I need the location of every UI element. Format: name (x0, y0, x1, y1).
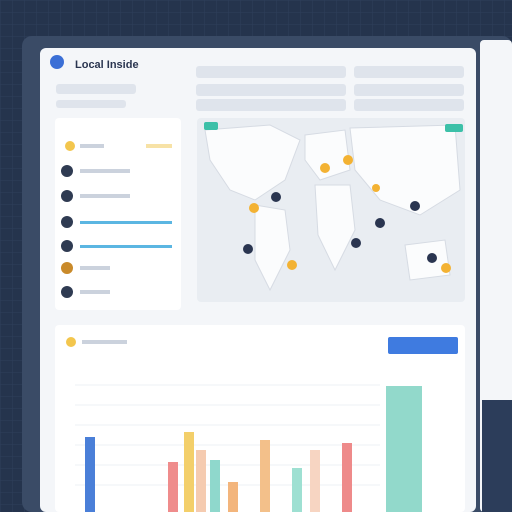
toolbar (56, 66, 464, 111)
chart-button[interactable] (388, 337, 458, 354)
side-window (480, 40, 512, 512)
bar (184, 432, 194, 512)
bars (85, 386, 422, 512)
bar (260, 440, 270, 512)
chart-icon (66, 337, 76, 347)
bar (342, 443, 352, 512)
list-panel (55, 118, 181, 310)
bar (386, 386, 422, 512)
bar (210, 460, 220, 512)
bar (310, 450, 320, 512)
bar (292, 468, 302, 512)
bar (168, 462, 178, 512)
chart-grid (75, 384, 380, 486)
chart-heading (82, 340, 127, 344)
map-land (204, 124, 461, 292)
bar (228, 482, 238, 512)
map-pins (204, 122, 463, 273)
list-rows (61, 141, 172, 298)
logo (50, 55, 64, 69)
app-title: Local Inside (75, 59, 139, 71)
bar (196, 450, 206, 512)
side-dark-panel (482, 400, 512, 512)
bar (85, 437, 95, 512)
